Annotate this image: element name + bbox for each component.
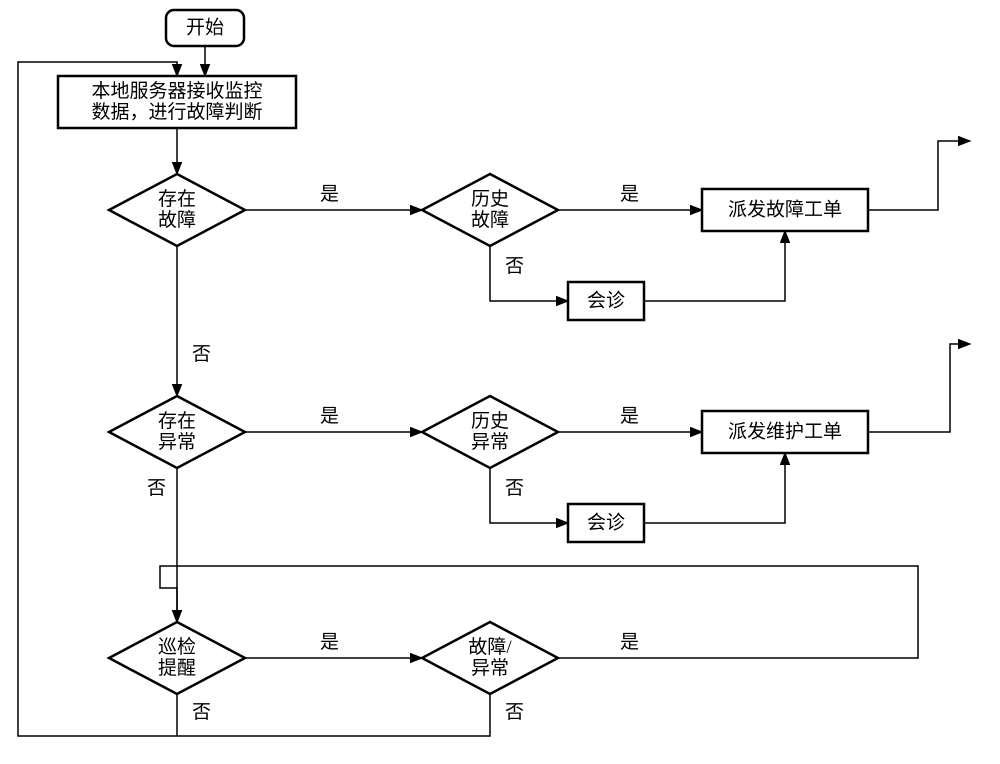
node-label: 巡检 [158, 636, 196, 658]
node-label: 存在 [158, 188, 196, 210]
edge-label: 否 [505, 256, 524, 277]
node-label: 故障 [471, 209, 509, 231]
edge-label: 是 [620, 632, 639, 653]
edge-label: 是 [620, 406, 639, 427]
node-label: 会诊 [587, 512, 625, 534]
edge [868, 141, 970, 210]
node-label: 故障 [158, 209, 196, 231]
edge-label: 否 [192, 702, 211, 723]
edge [868, 344, 970, 432]
edge [644, 231, 785, 301]
node-label: 会诊 [587, 290, 625, 312]
edge-label: 否 [505, 478, 524, 499]
edge [160, 566, 918, 658]
edge [18, 62, 490, 736]
edge-label: 是 [320, 632, 339, 653]
flowchart: 是是否否是是否否是否否是开始本地服务器接收监控数据，进行故障判断存在故障历史故障… [0, 0, 1000, 764]
edge-label: 是 [320, 406, 339, 427]
edge [490, 246, 568, 301]
edge-label: 否 [505, 702, 524, 723]
node-label: 历史 [471, 410, 509, 432]
node-label: 异常 [471, 431, 509, 453]
node-label: 故障/ [468, 636, 512, 658]
node-label: 存在 [158, 410, 196, 432]
node-label: 历史 [471, 188, 509, 210]
edge-label: 否 [192, 344, 211, 365]
node-label: 数据，进行故障判断 [91, 101, 262, 123]
edge-label: 是 [320, 184, 339, 205]
node-label: 异常 [158, 431, 196, 453]
node-label: 派发维护工单 [728, 421, 842, 443]
node-label: 本地服务器接收监控 [91, 80, 262, 102]
edge [644, 453, 785, 523]
node-label: 派发故障工单 [728, 199, 842, 221]
node-label: 开始 [186, 17, 224, 39]
node-label: 提醒 [158, 657, 196, 679]
edge-label: 否 [147, 478, 166, 499]
node-label: 异常 [471, 657, 509, 679]
edge-label: 是 [620, 184, 639, 205]
edge [490, 468, 568, 523]
